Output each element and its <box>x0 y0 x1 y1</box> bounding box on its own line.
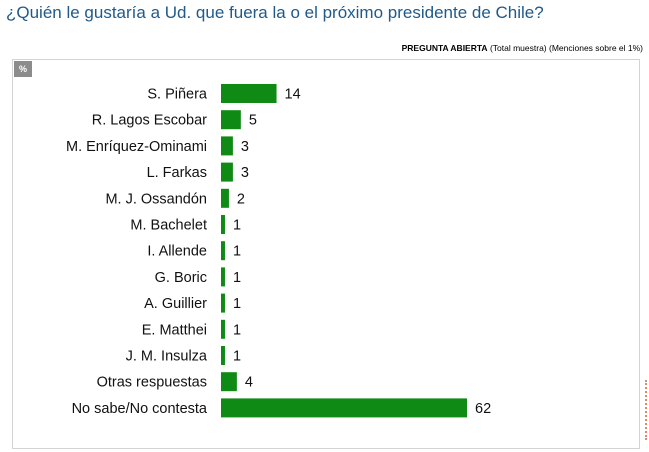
category-label: G. Boric <box>155 270 207 286</box>
value-label: 3 <box>241 165 249 181</box>
category-label: M. Bachelet <box>130 218 207 234</box>
category-label: E. Matthei <box>142 322 207 338</box>
value-label: 1 <box>233 349 241 365</box>
bar <box>221 241 225 261</box>
category-label: R. Lagos Escobar <box>92 113 207 129</box>
bar <box>221 372 237 392</box>
category-label: I. Allende <box>147 244 207 260</box>
chart-panel <box>12 59 640 449</box>
bar <box>221 84 277 103</box>
category-label: S. Piñera <box>147 87 208 103</box>
value-label: 1 <box>233 270 241 286</box>
question-note: PREGUNTA ABIERTA (Total muestra) (Mencio… <box>402 43 643 53</box>
category-label: No sabe/No contesta <box>72 401 208 417</box>
value-label: 4 <box>245 375 253 391</box>
edge-decoration <box>642 380 647 440</box>
bar <box>221 188 229 208</box>
question-type: PREGUNTA ABIERTA <box>401 43 488 53</box>
value-label: 1 <box>233 218 241 234</box>
bar <box>221 319 225 339</box>
value-label: 14 <box>285 87 301 103</box>
sample-note: (Total muestra) (Menciones sobre el 1%) <box>487 43 643 53</box>
bar <box>221 110 241 130</box>
bar <box>221 162 233 182</box>
value-label: 3 <box>241 139 249 155</box>
value-label: 2 <box>237 191 245 207</box>
bar <box>221 215 225 234</box>
value-label: 1 <box>233 296 241 312</box>
value-label: 62 <box>475 401 491 417</box>
value-label: 1 <box>233 322 241 338</box>
category-label: M. J. Ossandón <box>105 191 207 207</box>
value-label: 1 <box>233 244 241 260</box>
chart-title: ¿Quién le gustaría a Ud. que fuera la o … <box>6 3 544 22</box>
bar <box>221 267 225 287</box>
category-label: M. Enríquez-Ominami <box>66 139 207 155</box>
category-label: L. Farkas <box>147 165 207 181</box>
bar <box>221 346 225 365</box>
bar <box>221 398 467 418</box>
category-label: A. Guillier <box>144 296 207 312</box>
value-label: 5 <box>249 113 257 129</box>
bar <box>221 293 225 313</box>
category-label: J. M. Insulza <box>126 349 208 365</box>
bar <box>221 136 233 156</box>
percent-unit-badge: % <box>14 61 32 77</box>
category-label: Otras respuestas <box>97 375 207 391</box>
